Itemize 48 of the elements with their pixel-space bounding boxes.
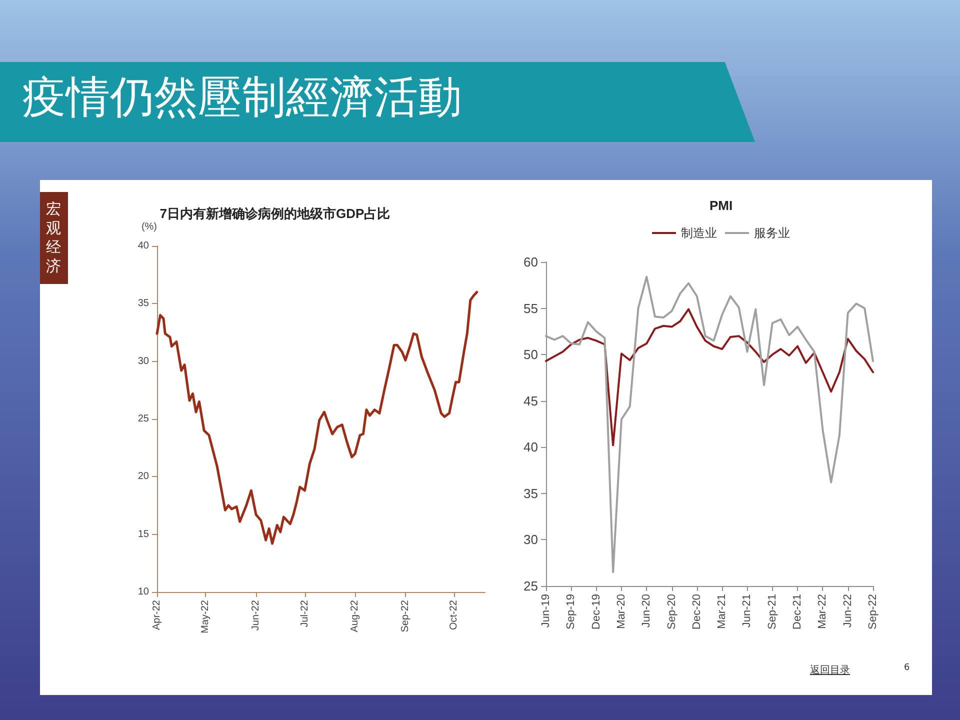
y-tick-label: 15 (138, 528, 150, 540)
x-tick-label: Apr-22 (152, 600, 162, 630)
line-series (156, 290, 478, 545)
y-tick-label: 10 (138, 586, 150, 598)
x-tick-label: Sep-22 (867, 594, 879, 630)
y-tick-label: 50 (524, 347, 538, 362)
y-tick-label: 55 (524, 300, 538, 316)
x-tick-label: Sep-20 (666, 594, 678, 630)
x-tick-label: Sep-21 (766, 594, 778, 630)
x-tick-label: Dec-20 (690, 594, 703, 630)
x-tick-label: Sep-19 (565, 594, 578, 630)
y-tick-label: 35 (524, 486, 538, 501)
y-tick-label: 60 (524, 254, 538, 270)
x-tick-label: Oct-22 (448, 600, 460, 630)
x-tick-label: Jun-21 (741, 594, 754, 628)
y-tick-label: 35 (138, 298, 150, 310)
y-tick-label: 40 (524, 440, 538, 455)
text: 6 (904, 663, 910, 673)
x-tick-label: Mar-21 (716, 594, 728, 629)
x-tick-label: Mar-20 (615, 594, 628, 629)
y-tick-label: 25 (138, 414, 150, 424)
y-tick-label: 45 (524, 393, 538, 408)
chart-title: PMI (709, 198, 733, 213)
text: 疫情仍然壓制經濟活動 (22, 71, 462, 125)
y-axis-title: (%) (141, 222, 157, 232)
x-tick-label: Jun-19 (540, 594, 552, 628)
y-tick-label: 40 (138, 240, 150, 252)
text: 返回目录 (810, 664, 850, 677)
y-tick-label: 25 (524, 578, 538, 594)
text: 宏观经济 (46, 200, 61, 276)
x-tick-label: Dec-21 (792, 594, 804, 630)
x-tick-label: Dec-19 (590, 594, 602, 630)
x-tick-label: Mar-22 (816, 594, 829, 629)
legend-label: 制造业 (681, 226, 717, 240)
x-tick-label: Jun-20 (640, 594, 653, 628)
x-tick-label: Jun-22 (842, 594, 854, 628)
y-tick-label: 20 (138, 471, 150, 482)
x-tick-label: Sep-22 (400, 600, 411, 632)
y-tick-label: 30 (524, 532, 538, 548)
x-tick-label: Aug-22 (350, 600, 361, 632)
line-series (545, 308, 874, 446)
chart-title: 7日内有新增确诊病例的地级市GDP占比 (160, 206, 390, 221)
y-tick-label: 30 (138, 356, 150, 367)
x-tick-label: May-22 (200, 600, 212, 634)
x-tick-label: Jun-22 (250, 600, 262, 631)
line-series (545, 276, 874, 574)
legend-label: 服务业 (754, 226, 790, 240)
x-tick-label: Jul-22 (299, 600, 310, 628)
